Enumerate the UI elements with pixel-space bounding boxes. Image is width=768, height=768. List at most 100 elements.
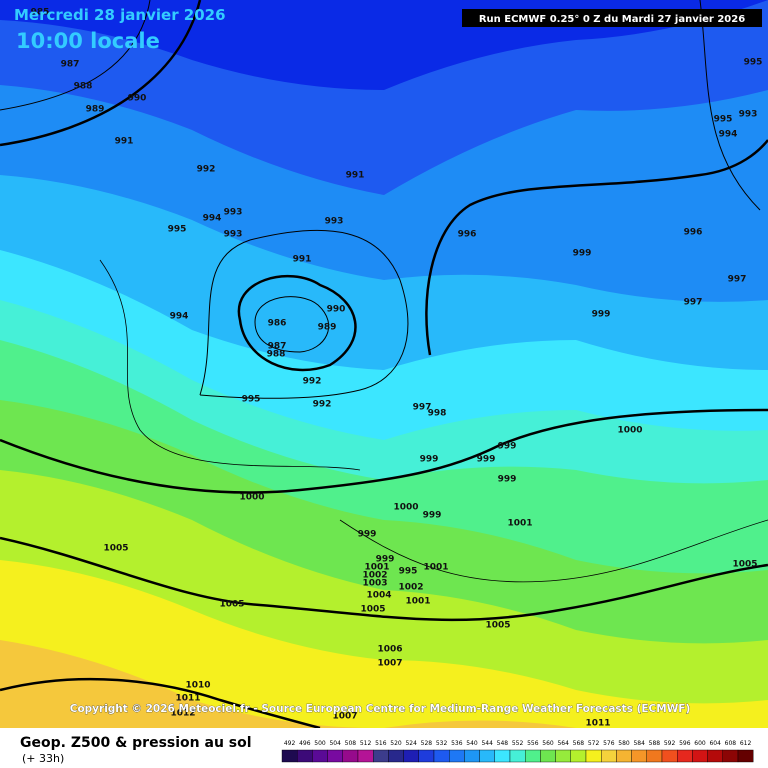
isobar-label: 991 — [346, 171, 365, 181]
colorbar-cell — [555, 749, 571, 763]
isobar-label: 1005 — [103, 544, 128, 554]
colorbar-cell — [464, 749, 480, 763]
colorbar-cell — [525, 749, 541, 763]
isobar-label: 1001 — [364, 563, 389, 573]
colorbar-cell — [601, 749, 617, 763]
colorbar-label: 520 — [390, 740, 402, 747]
isobar-label: 1006 — [377, 645, 402, 655]
isobar-label: 993 — [325, 217, 344, 227]
isobar-label: 986 — [268, 319, 287, 329]
colorbar-label: 516 — [375, 740, 387, 747]
isobar-label: 999 — [592, 310, 611, 320]
isobar-label: 1005 — [485, 621, 510, 631]
colorbar-label: 600 — [694, 740, 706, 747]
isobar-label: 1000 — [393, 503, 418, 513]
isobar-label: 1004 — [366, 591, 391, 601]
colorbar-label: 540 — [466, 740, 478, 747]
isobar-label: 995 — [744, 58, 763, 68]
isobar-label: 995 — [714, 115, 733, 125]
colorbar-cell — [570, 749, 587, 763]
isobar-label: 1010 — [185, 681, 210, 691]
colorbar-cell — [692, 749, 708, 763]
colorbar-label: 512 — [360, 740, 372, 747]
isobar-label: 1002 — [362, 571, 387, 581]
isobar-label: 988 — [74, 82, 93, 92]
colorbar-cell — [297, 749, 313, 763]
colorbar-cell — [722, 749, 739, 763]
colorbar-label: 544 — [481, 740, 493, 747]
forecast-time: 10:00 locale — [16, 29, 160, 53]
isobar-label: 999 — [420, 455, 439, 465]
isobar-label: 991 — [115, 137, 134, 147]
isobar-label: 999 — [477, 455, 496, 465]
isobar-label: 994 — [719, 130, 738, 140]
isobar-label: 1003 — [362, 579, 387, 589]
colorbar-cell — [479, 749, 496, 763]
isobar-label: 995 — [242, 395, 261, 405]
colorbar-label: 548 — [497, 740, 509, 747]
isobar-label: 992 — [313, 400, 332, 410]
isobar-label: 988 — [267, 350, 286, 360]
isobar-label: 987 — [61, 60, 80, 70]
isobar-label: 1002 — [398, 583, 423, 593]
colorbar-cell — [449, 749, 465, 763]
colorbar-cell — [357, 749, 374, 763]
isobar-label: 995 — [168, 225, 187, 235]
colorbar-cell — [342, 749, 359, 763]
isobar-label: 1007 — [332, 712, 357, 722]
colorbar-label: 580 — [618, 740, 630, 747]
isobar-label: 992 — [303, 377, 322, 387]
isobar-label: 990 — [128, 94, 147, 104]
isobar-label: 987 — [268, 342, 287, 352]
colorbar-cell — [585, 749, 602, 763]
isobar-label: 992 — [197, 165, 216, 175]
colorbar-label: 524 — [405, 740, 417, 747]
colorbar-cell — [281, 749, 298, 763]
colorbar-label: 568 — [573, 740, 585, 747]
isobar-label: 1001 — [423, 563, 448, 573]
geopotential-bands — [0, 0, 768, 736]
colorbar-label: 496 — [299, 740, 311, 747]
isobar-label: 997 — [413, 403, 432, 413]
colorbar-label: 528 — [421, 740, 433, 747]
isobar-label: 1005 — [732, 560, 757, 570]
isobar-label: 990 — [327, 305, 346, 315]
isobar-label: 1000 — [239, 493, 264, 503]
colorbar-cell — [494, 749, 511, 763]
isobar-label: 995 — [399, 567, 418, 577]
isobar-label: 1012 — [170, 709, 195, 719]
colorbar-cell — [737, 749, 754, 763]
copyright: Copyright © 2026 Meteociel.fr - Source E… — [70, 703, 691, 715]
isobar-label: 999 — [376, 555, 395, 565]
isobar-label: 993 — [224, 230, 243, 240]
isobar-label: 994 — [203, 214, 222, 224]
colorbar-label: 588 — [649, 740, 661, 747]
footer-step: (+ 33h) — [22, 752, 64, 765]
run-box — [462, 9, 762, 27]
isobar-label: 989 — [318, 323, 337, 333]
colorbar: 492 496 500 504 508 512 516 520 524 528 532 536 540 5… — [281, 740, 754, 763]
colorbar-label: 556 — [527, 740, 539, 747]
colorbar-label: 500 — [314, 740, 326, 747]
isobar-label: 996 — [458, 230, 477, 240]
colorbar-label: 508 — [345, 740, 357, 747]
colorbar-cell — [418, 749, 435, 763]
colorbar-label: 576 — [603, 740, 615, 747]
colorbar-label: 492 — [284, 740, 296, 747]
colorbar-label: 564 — [557, 740, 569, 747]
isobar-label: 994 — [170, 312, 189, 322]
colorbar-label: 584 — [633, 740, 645, 747]
isobar-label: 997 — [684, 298, 703, 308]
isobars — [0, 0, 768, 730]
colorbar-label: 532 — [436, 740, 448, 747]
isobar-label: 1000 — [617, 426, 642, 436]
colorbar-cell — [312, 749, 328, 763]
colorbar-cell — [509, 749, 526, 763]
colorbar-label: 572 — [588, 740, 600, 747]
isobar-label: 993 — [224, 208, 243, 218]
colorbar-label: 536 — [451, 740, 463, 747]
run-info: Run ECMWF 0.25° 0 Z du Mardi 27 janvier … — [479, 14, 745, 25]
isobar-label: 998 — [428, 409, 447, 419]
colorbar-cell — [631, 749, 647, 763]
